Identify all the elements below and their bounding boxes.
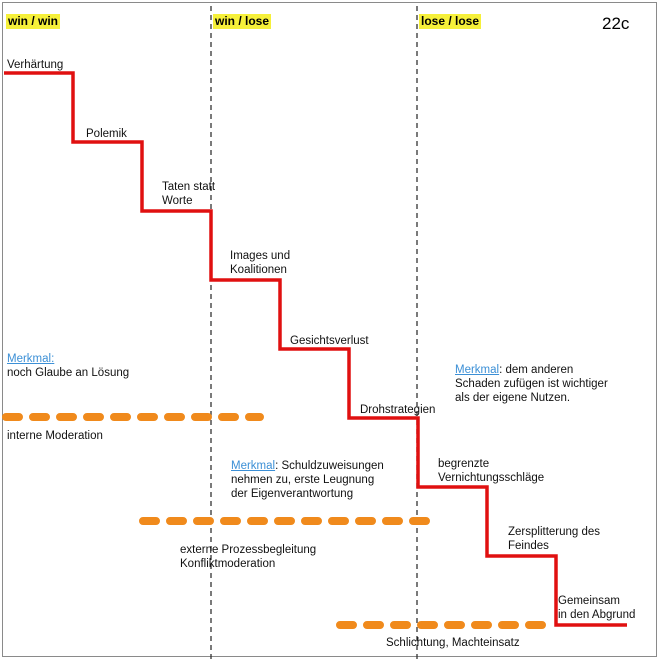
stage-label-7-line-2: Vernichtungsschläge bbox=[438, 472, 545, 484]
merkmal-text-win-win: noch Glaube an Lösung bbox=[7, 367, 130, 379]
merkmal-text-lose-lose-3: als der eigene Nutzen. bbox=[455, 392, 571, 404]
merkmal-note-win-win: Merkmal: noch Glaube an Lösung bbox=[7, 352, 129, 380]
merkmal-link-win-lose[interactable]: Merkmal bbox=[231, 460, 276, 472]
merkmal-text-win-lose-3: der Eigenverantwortung bbox=[231, 488, 354, 500]
stage-label-7: begrenzte Vernichtungsschläge bbox=[438, 457, 544, 485]
merkmal-colon-win-win: : bbox=[51, 353, 55, 365]
stage-label-1: Verhärtung bbox=[7, 59, 64, 71]
stage-label-4: Images und Koalitionen bbox=[230, 249, 290, 277]
stage-label-6: Drohstrategien bbox=[360, 404, 436, 416]
stage-label-8: Zersplitterung des Feindes bbox=[508, 525, 600, 553]
merkmal-note-win-lose: Merkmal: Schuldzuweisungen nehmen zu, er… bbox=[231, 459, 384, 501]
stage-label-4-line-2: Koalitionen bbox=[230, 264, 287, 276]
intervention-label-power: Schlichtung, Machteinsatz bbox=[386, 637, 520, 649]
stage-label-4-line-1: Images und bbox=[230, 250, 291, 262]
merkmal-text-lose-lose-2: Schaden zufügen ist wichtiger bbox=[455, 378, 608, 390]
stage-label-2: Polemik bbox=[86, 128, 127, 140]
stage-label-3-line-1: Taten statt bbox=[162, 181, 216, 193]
page-number: 22c bbox=[602, 14, 630, 33]
merkmal-text-win-lose-1: : Schuldzuweisungen bbox=[275, 460, 384, 472]
zone-label-win-win: win / win bbox=[6, 14, 60, 29]
stage-label-9-line-2: in den Abgrund bbox=[558, 609, 636, 621]
stage-label-3: Taten statt Worte bbox=[162, 180, 215, 208]
stage-label-8-line-1: Zersplitterung des bbox=[508, 526, 601, 538]
stage-label-8-line-2: Feindes bbox=[508, 540, 549, 552]
stage-label-5: Gesichtsverlust bbox=[290, 335, 369, 347]
stage-label-3-line-2: Worte bbox=[162, 195, 193, 207]
intervention-label-external-line-2: Konfliktmoderation bbox=[180, 558, 276, 570]
zone-label-win-lose: win / lose bbox=[213, 14, 272, 29]
intervention-label-external-line-1: externe Prozessbegleitung bbox=[180, 544, 317, 556]
stage-label-7-line-1: begrenzte bbox=[438, 458, 490, 470]
merkmal-note-lose-lose: Merkmal: dem anderen Schaden zufügen ist… bbox=[455, 363, 608, 405]
intervention-label-internal: interne Moderation bbox=[7, 430, 103, 442]
merkmal-link-win-win[interactable]: Merkmal bbox=[7, 353, 52, 365]
merkmal-text-lose-lose-1: : dem anderen bbox=[499, 364, 574, 376]
escalation-staircase bbox=[4, 71, 627, 627]
stage-label-9-line-1: Gemeinsam bbox=[558, 595, 620, 607]
stage-label-9: Gemeinsam in den Abgrund bbox=[558, 594, 635, 622]
merkmal-text-win-lose-2: nehmen zu, erste Leugnung bbox=[231, 474, 375, 486]
intervention-label-external: externe Prozessbegleitung Konfliktmodera… bbox=[180, 543, 316, 571]
zone-label-lose-lose: lose / lose bbox=[419, 14, 482, 29]
merkmal-link-lose-lose[interactable]: Merkmal bbox=[455, 364, 500, 376]
